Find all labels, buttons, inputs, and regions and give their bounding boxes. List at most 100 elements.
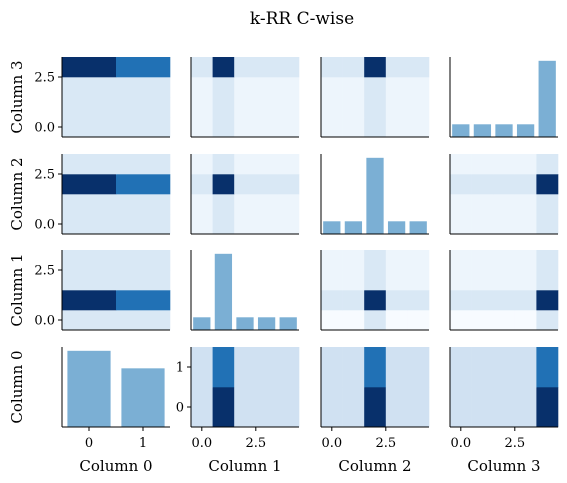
heatmap-cell	[514, 154, 537, 175]
bar	[67, 350, 111, 427]
heatmap-cell	[191, 117, 213, 138]
heatmap-cell	[277, 97, 300, 118]
heatmap-cell	[342, 290, 365, 311]
panel-r2-c2	[320, 250, 430, 331]
heatmap-cell	[514, 310, 537, 331]
heatmap-cell	[62, 174, 117, 195]
panel-r2-c0: 0.0 2.5 Column 1	[8, 250, 171, 331]
heatmap-cell	[277, 77, 300, 98]
heatmap-cell	[471, 174, 494, 195]
heatmap-cell	[536, 154, 559, 175]
heatmap-cell	[450, 250, 472, 271]
heatmap-cell	[212, 97, 235, 118]
panel-r1-c3	[449, 154, 559, 235]
heatmap-cell	[277, 194, 300, 215]
heatmap-cell	[536, 290, 559, 311]
heatmap-cell	[277, 154, 300, 175]
heatmap-cell	[321, 310, 343, 331]
heatmap-cell	[407, 57, 430, 78]
panel-r3-c2: 0.0 2.5 Column 2	[320, 347, 430, 475]
heatmap-cell	[116, 117, 171, 138]
y-tick-label: 2.5	[34, 71, 55, 86]
heatmap-cell	[255, 117, 278, 138]
heatmap-cell	[234, 214, 257, 235]
heatmap-cell	[385, 347, 408, 388]
panel-r3-c3: 0.0 2.5 Column 3	[449, 347, 559, 475]
heatmap-cell	[385, 387, 408, 428]
heatmap-cell	[62, 117, 117, 138]
heatmap-cell	[493, 174, 516, 195]
x-tick-label: 2.5	[504, 436, 525, 451]
heatmap-cell	[255, 77, 278, 98]
heatmap-cell	[116, 310, 171, 331]
heatmap-cell	[277, 214, 300, 235]
heatmap-cell	[234, 77, 257, 98]
heatmap-cell	[385, 77, 408, 98]
heatmap-cell	[514, 250, 537, 271]
heatmap-cell	[234, 194, 257, 215]
heatmap-cell	[116, 214, 171, 235]
heatmap-cell	[342, 57, 365, 78]
heatmap-cell	[536, 347, 559, 388]
heatmap-cell	[116, 77, 171, 98]
heatmap-cell	[514, 174, 537, 195]
heatmap-cell	[62, 270, 117, 291]
heatmap-cell	[514, 347, 537, 388]
heatmap-cell	[234, 387, 257, 428]
x-tick-label: 0.0	[191, 436, 212, 451]
heatmap-cell	[385, 57, 408, 78]
y-tick-label: 1	[176, 361, 184, 376]
x-tick-label: 1	[139, 436, 147, 451]
heatmap-cell	[342, 77, 365, 98]
heatmap-cell	[536, 387, 559, 428]
heatmap-cell	[277, 387, 300, 428]
bar	[257, 317, 276, 330]
heatmap-cell	[212, 214, 235, 235]
panel-r1-c2	[320, 154, 429, 235]
heatmap-cell	[212, 174, 235, 195]
y-tick-label: 0.0	[34, 121, 55, 136]
heatmap-cell	[364, 387, 387, 428]
heatmap-cell	[277, 57, 300, 78]
heatmap-cell	[342, 117, 365, 138]
heatmap-cell	[255, 214, 278, 235]
heatmap-cell	[255, 154, 278, 175]
heatmap-cell	[212, 387, 235, 428]
heatmap-cell	[116, 270, 171, 291]
y-axis-label: Column 3	[8, 60, 26, 133]
heatmap-cell	[514, 194, 537, 215]
heatmap-cell	[514, 270, 537, 291]
heatmap-cell	[536, 250, 559, 271]
heatmap-cell	[385, 290, 408, 311]
heatmap-cell	[471, 250, 494, 271]
heatmap-cell	[450, 387, 472, 428]
panel-r2-c3	[449, 250, 559, 331]
heatmap-cell	[471, 194, 494, 215]
heatmap-cell	[234, 57, 257, 78]
heatmap-cell	[255, 57, 278, 78]
bar	[473, 124, 492, 137]
heatmap-cell	[536, 310, 559, 331]
heatmap-cell	[514, 214, 537, 235]
panel-r1-c0: 0.0 2.5 Column 2	[8, 154, 171, 235]
heatmap-cell	[191, 97, 213, 118]
heatmap-cell	[493, 214, 516, 235]
heatmap-cell	[321, 117, 343, 138]
heatmap-cell	[212, 154, 235, 175]
panel-r2-c1	[190, 250, 299, 331]
bar	[121, 368, 165, 427]
heatmap-cell	[62, 194, 117, 215]
heatmap-cell	[321, 77, 343, 98]
heatmap-cell	[385, 270, 408, 291]
heatmap-cell	[493, 250, 516, 271]
heatmap-cell	[471, 387, 494, 428]
heatmap-cell	[277, 174, 300, 195]
panel-r0-c0: 0.0 2.5 Column 3	[8, 57, 171, 138]
heatmap-cell	[364, 310, 387, 331]
x-tick-label: 2.5	[245, 436, 266, 451]
heatmap-cell	[116, 154, 171, 175]
y-tick-label: 2.5	[34, 264, 55, 279]
heatmap-cell	[536, 194, 559, 215]
heatmap-cell	[212, 194, 235, 215]
